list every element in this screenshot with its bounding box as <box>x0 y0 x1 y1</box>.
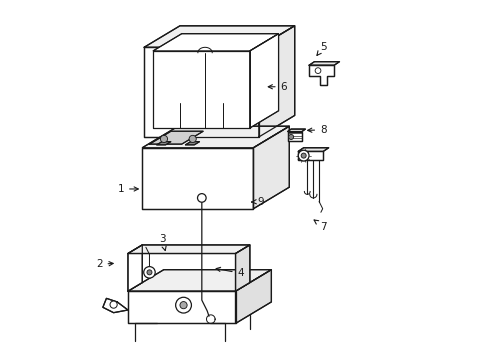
Polygon shape <box>235 245 249 291</box>
Polygon shape <box>287 129 305 132</box>
Polygon shape <box>144 47 258 137</box>
Polygon shape <box>149 131 203 144</box>
Polygon shape <box>253 126 289 209</box>
Polygon shape <box>128 291 235 323</box>
Polygon shape <box>298 148 328 151</box>
Text: 1: 1 <box>117 184 138 194</box>
Text: 4: 4 <box>216 267 244 278</box>
Polygon shape <box>308 62 339 65</box>
Polygon shape <box>144 26 294 47</box>
Polygon shape <box>249 34 278 128</box>
Circle shape <box>314 68 320 73</box>
Polygon shape <box>128 245 249 253</box>
Circle shape <box>298 150 308 161</box>
Text: 8: 8 <box>307 125 326 135</box>
Text: 9: 9 <box>251 197 264 207</box>
Polygon shape <box>128 245 142 291</box>
Circle shape <box>189 135 196 143</box>
Polygon shape <box>142 148 253 209</box>
Polygon shape <box>102 298 128 313</box>
Text: 2: 2 <box>96 259 113 269</box>
Text: 3: 3 <box>159 234 166 251</box>
Polygon shape <box>287 132 301 140</box>
Polygon shape <box>156 141 171 145</box>
Polygon shape <box>153 51 249 128</box>
Polygon shape <box>128 270 271 291</box>
Polygon shape <box>153 34 278 51</box>
Polygon shape <box>185 141 199 145</box>
Text: 5: 5 <box>316 42 326 55</box>
Circle shape <box>143 267 155 278</box>
Circle shape <box>160 135 167 143</box>
Polygon shape <box>142 126 289 148</box>
Text: 6: 6 <box>268 82 286 92</box>
Polygon shape <box>258 26 294 137</box>
Polygon shape <box>235 270 271 323</box>
Circle shape <box>175 297 191 313</box>
Circle shape <box>301 153 305 158</box>
Circle shape <box>147 270 152 275</box>
Circle shape <box>288 134 293 139</box>
Circle shape <box>110 301 117 308</box>
Polygon shape <box>298 151 323 160</box>
Polygon shape <box>308 65 333 85</box>
Circle shape <box>197 194 206 202</box>
Circle shape <box>180 302 187 309</box>
Text: 7: 7 <box>313 220 326 231</box>
